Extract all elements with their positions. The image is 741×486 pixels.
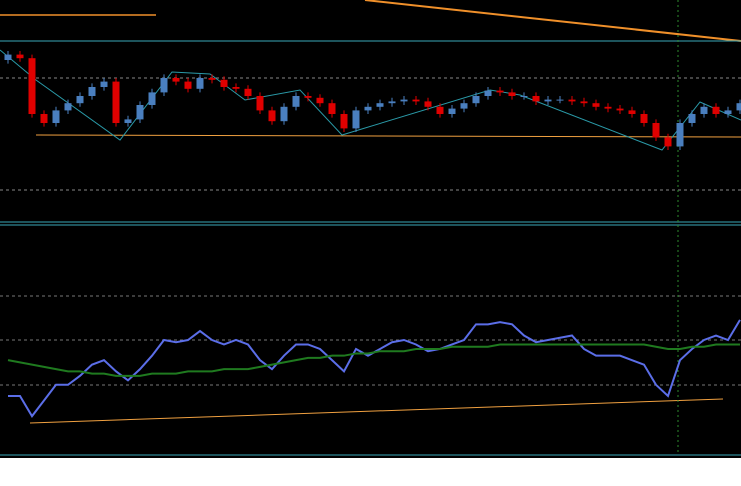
candle-body: [592, 103, 600, 107]
candle-body: [496, 90, 504, 93]
candle-body: [172, 78, 180, 82]
drawing-line: [29, 398, 724, 424]
candle-body: [220, 79, 228, 87]
candle-body: [208, 78, 216, 80]
candle-body: [4, 54, 12, 60]
candle-body: [16, 54, 24, 59]
candle-body: [604, 106, 612, 109]
candle-body: [520, 96, 528, 97]
candle-body: [628, 110, 636, 114]
candle-body: [472, 96, 480, 104]
candle-body: [292, 96, 300, 107]
candle-body: [160, 78, 168, 93]
zigzag: [0, 49, 741, 151]
candle-body: [436, 106, 444, 114]
candle-body: [40, 114, 48, 123]
candle-body: [544, 99, 552, 102]
candle-body: [340, 114, 348, 129]
candle-body: [64, 103, 72, 111]
candle-body: [640, 114, 648, 123]
candle-body: [508, 92, 516, 96]
candle-body: [460, 103, 468, 109]
candle-body: [76, 96, 84, 104]
candle-body: [388, 101, 396, 104]
candle-body: [256, 96, 264, 111]
candle-body: [100, 81, 108, 87]
candle-body: [28, 58, 36, 114]
candle-body: [580, 101, 588, 104]
indicator-line: [7, 343, 740, 377]
candle-body: [232, 87, 240, 89]
candle-body: [124, 119, 132, 123]
candle-body: [688, 114, 696, 123]
candle-body: [304, 96, 312, 98]
candle-body: [196, 78, 204, 89]
candle-body: [724, 110, 732, 114]
candle-body: [400, 99, 408, 102]
candle-body: [484, 90, 492, 96]
candle-body: [568, 99, 576, 102]
candle-body: [88, 87, 96, 96]
candle-body: [244, 88, 252, 96]
drawing-line: [364, 0, 741, 42]
candle-body: [148, 92, 156, 105]
candle-body: [280, 106, 288, 122]
candle-body: [532, 96, 540, 102]
candle-body: [316, 97, 324, 104]
drawing-line: [35, 134, 741, 138]
candle-body: [328, 103, 336, 114]
candle-body: [112, 81, 120, 123]
candle-body: [736, 103, 741, 111]
candle-body: [184, 81, 192, 89]
candle-body: [712, 106, 720, 114]
candle-body: [352, 110, 360, 129]
candle-body: [424, 101, 432, 107]
candle-body: [364, 106, 372, 111]
candle-body: [136, 105, 144, 120]
candle-body: [52, 110, 60, 123]
candle-body: [448, 108, 456, 114]
background: [0, 0, 741, 458]
candle-body: [700, 106, 708, 114]
candle-body: [652, 123, 660, 138]
candle-body: [556, 99, 564, 101]
candle-body: [268, 110, 276, 122]
candle-body: [376, 103, 384, 107]
candle-body: [412, 99, 420, 102]
marks: [4, 51, 741, 418]
candle-body: [616, 108, 624, 111]
candle-body: [676, 123, 684, 147]
candle-body: [664, 137, 672, 147]
